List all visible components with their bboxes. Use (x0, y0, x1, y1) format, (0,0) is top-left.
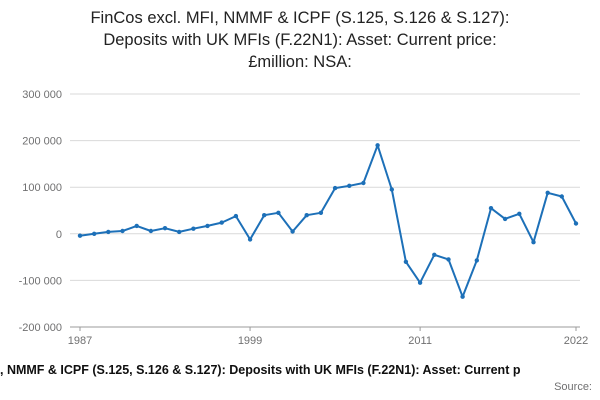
data-point-marker (304, 213, 309, 218)
chart-title: FinCos excl. MFI, NMMF & ICPF (S.125, S.… (0, 7, 600, 73)
x-tick-label: 2022 (564, 335, 588, 347)
series-line (79, 144, 577, 298)
data-point-marker (432, 252, 437, 257)
data-point-marker (347, 183, 352, 188)
data-point-marker (162, 226, 168, 231)
y-tick-label: 200 000 (22, 136, 62, 148)
data-point-marker (92, 231, 97, 236)
y-tick-label: -200 000 (19, 322, 62, 334)
data-point-marker (290, 229, 295, 234)
chart-title-line-1: FinCos excl. MFI, NMMF & ICPF (S.125, S.… (90, 9, 510, 27)
data-point-marker (389, 187, 394, 192)
line-chart-plot-area: -200 000 -100 000 0 100 000 200 000 300 000 19… (19, 89, 589, 347)
data-point-marker (517, 211, 522, 216)
data-point-marker (106, 229, 111, 235)
data-point-marker (177, 229, 182, 235)
chart-title-line-3: £million: NSA: (248, 53, 352, 71)
y-tick-label: 0 (56, 229, 62, 241)
data-point-marker (262, 213, 267, 218)
data-point-marker (361, 180, 366, 186)
data-point-marker (148, 228, 154, 234)
data-point-marker (191, 226, 196, 231)
data-point-marker (446, 257, 451, 262)
data-point-marker (276, 210, 281, 215)
x-tick-label: 1987 (68, 335, 92, 347)
data-point-marker (488, 206, 494, 211)
footer-caption: , NMMF & ICPF (S.125, S.126 & S.127): De… (0, 363, 521, 377)
data-point-marker (502, 216, 508, 222)
data-point-marker (219, 220, 224, 225)
data-point-marker (247, 237, 253, 242)
data-point-marker (531, 240, 536, 245)
y-tick-label: 100 000 (22, 182, 62, 194)
data-point-marker (205, 223, 210, 229)
source-label: Source: (554, 381, 592, 393)
x-tick-label: 2011 (408, 335, 432, 347)
data-point-marker (403, 259, 409, 264)
data-point-marker (545, 190, 550, 195)
x-tick-label: 1999 (238, 335, 262, 347)
data-point-marker (474, 258, 479, 263)
data-point-marker (375, 143, 380, 148)
data-point-marker (318, 210, 324, 215)
data-point-marker (417, 280, 423, 285)
data-point-marker (460, 294, 465, 299)
data-point-marker (573, 221, 579, 226)
data-point-marker (559, 194, 564, 199)
data-point-marker (332, 185, 338, 191)
y-tick-label: -100 000 (19, 275, 62, 287)
data-point-marker (120, 228, 125, 234)
y-tick-label: 300 000 (22, 89, 62, 101)
data-point-marker (77, 233, 83, 238)
chart-title-line-2: Deposits with UK MFIs (F.22N1): Asset: C… (103, 31, 497, 49)
data-point-marker (233, 213, 239, 219)
data-point-marker (134, 223, 139, 229)
